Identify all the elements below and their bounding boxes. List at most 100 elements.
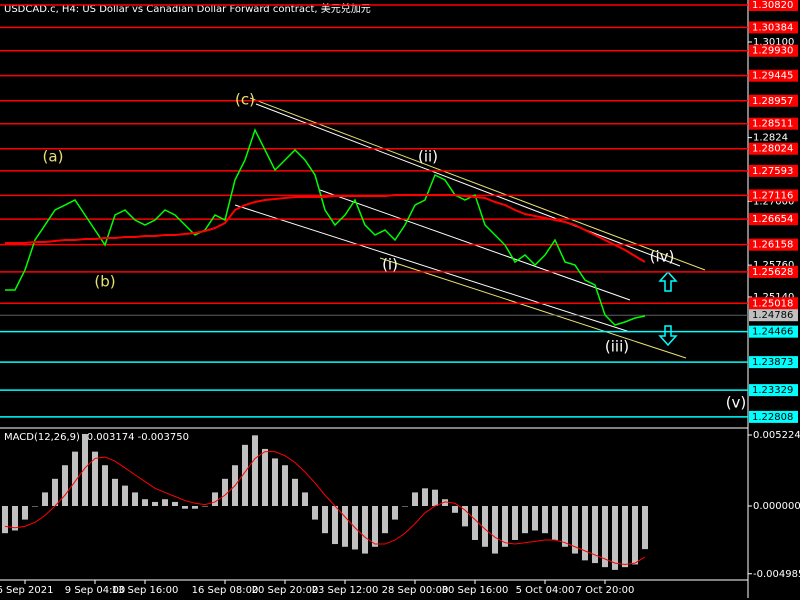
histogram-bar <box>72 451 78 507</box>
wave-label: (b) <box>94 273 115 291</box>
price-line <box>5 128 646 326</box>
x-tick-label: 5 Oct 04:00 <box>516 585 575 596</box>
level-label: 1.28511 <box>752 119 793 130</box>
histogram-bar <box>142 499 148 507</box>
histogram-bar <box>112 478 118 507</box>
histogram-bar <box>182 506 188 509</box>
histogram-bar <box>342 506 348 547</box>
histogram-bar <box>502 506 508 547</box>
wave-label: (iv) <box>650 248 675 266</box>
histogram-bar <box>122 485 128 507</box>
y-tick-label: 1.30100 <box>753 37 794 48</box>
histogram-bar <box>402 506 408 507</box>
x-tick-label: 13 Sep 16:00 <box>112 585 179 596</box>
last-price-label: 1.24786 <box>752 310 793 321</box>
level-label: 1.26654 <box>752 214 793 225</box>
histogram-bar <box>262 448 268 507</box>
level-label: 1.29445 <box>752 71 793 82</box>
level-label-box <box>749 297 798 310</box>
down-arrow <box>658 325 678 347</box>
level-label-box <box>749 356 798 369</box>
level-label-box <box>749 238 798 251</box>
histogram-bar <box>282 465 288 507</box>
histogram-bar <box>372 506 378 547</box>
histogram-bar <box>602 506 608 568</box>
level-label: 1.26158 <box>752 240 793 251</box>
level-label-box <box>749 0 798 11</box>
histogram-bar <box>152 501 158 507</box>
histogram-bar <box>202 506 208 507</box>
y-tick-label: 0.000000 <box>753 501 800 512</box>
histogram-bar <box>212 492 218 507</box>
macd-title: MACD(12,26,9) -0.003174 -0.003750 <box>4 432 189 443</box>
histogram-bar <box>462 506 468 527</box>
level-label: 1.24466 <box>752 327 793 338</box>
channel-line <box>234 204 631 333</box>
histogram-bar <box>562 506 568 547</box>
level-label: 1.27593 <box>752 166 793 177</box>
last-price-box <box>749 309 798 322</box>
wave-label: (v) <box>726 394 747 412</box>
level-label: 1.23873 <box>752 357 793 368</box>
moving-average <box>5 194 646 263</box>
histogram-bar <box>312 506 318 520</box>
histogram-bar <box>242 444 248 507</box>
channel-line <box>255 103 681 267</box>
level-label-box <box>749 21 798 34</box>
wave-label: (ii) <box>418 148 438 166</box>
x-tick-label: 28 Sep 00:00 <box>382 585 449 596</box>
signal-line <box>4 451 646 565</box>
histogram-bar <box>292 478 298 507</box>
histogram-bar <box>92 451 98 507</box>
histogram-bar <box>612 506 618 570</box>
y-tick-label: -0.004985 <box>753 569 800 580</box>
level-label-box <box>749 384 798 397</box>
wave-label: (c) <box>235 91 255 109</box>
level-label-box <box>749 94 798 107</box>
histogram-bar <box>632 506 638 565</box>
histogram-bar <box>512 506 518 540</box>
histogram-bar <box>642 506 648 550</box>
x-tick-label: 20 Sep 20:00 <box>252 585 319 596</box>
histogram-bar <box>12 506 18 531</box>
level-label-box <box>749 265 798 278</box>
histogram-bar <box>432 489 438 507</box>
histogram-bar <box>522 506 528 534</box>
level-label: 1.30384 <box>752 22 793 33</box>
level-label-box <box>749 142 798 155</box>
x-tick-label: 16 Sep 08:00 <box>192 585 259 596</box>
level-label: 1.25018 <box>752 298 793 309</box>
histogram-bar <box>82 433 88 507</box>
level-label: 1.27116 <box>752 190 793 201</box>
histogram-bar <box>532 506 538 531</box>
histogram-bar <box>172 501 178 507</box>
histogram-bar <box>52 478 58 507</box>
histogram-bar <box>322 506 328 534</box>
level-label-box <box>749 213 798 226</box>
histogram-bar <box>482 506 488 547</box>
chart-title: USDCAD.c, H4: US Dollar vs Canadian Doll… <box>4 2 371 15</box>
y-tick-label: 1.2824 <box>753 133 788 144</box>
histogram-bar <box>102 465 108 507</box>
histogram-bar <box>192 506 198 509</box>
histogram-bar <box>542 506 548 534</box>
level-label: 1.23329 <box>752 385 793 396</box>
histogram-bar <box>422 488 428 507</box>
histogram-bar <box>452 506 458 513</box>
histogram-bar <box>622 506 628 568</box>
histogram-bar <box>2 506 8 534</box>
histogram-bar <box>332 506 338 545</box>
x-tick-label: 23 Sep 12:00 <box>312 585 379 596</box>
level-label-box <box>749 164 798 177</box>
histogram-bar <box>22 506 28 520</box>
histogram-bar <box>472 506 478 540</box>
histogram-bar <box>442 499 448 507</box>
y-tick-label: 1.27000 <box>753 196 794 207</box>
histogram-bar <box>382 506 388 534</box>
histogram-bar <box>272 458 278 507</box>
x-tick-label: 6 Sep 2021 <box>0 585 54 596</box>
level-label-box <box>749 189 798 202</box>
y-tick-label: 1.25760 <box>753 260 794 271</box>
level-label: 1.28957 <box>752 96 793 107</box>
